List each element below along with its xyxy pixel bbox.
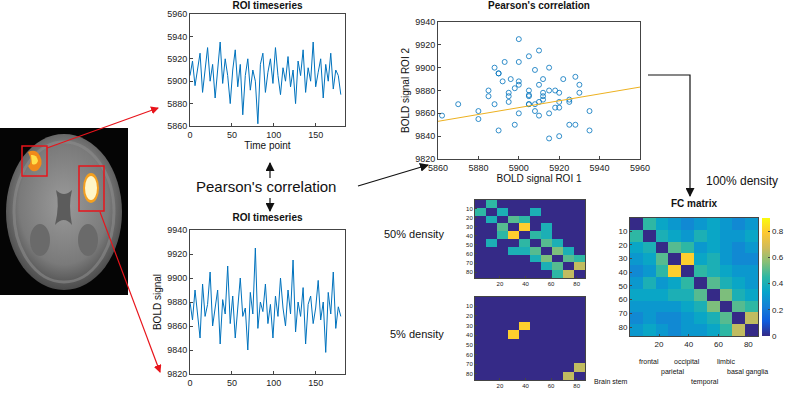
svg-text:60: 60 bbox=[466, 251, 473, 257]
svg-text:frontal: frontal bbox=[639, 358, 659, 365]
svg-text:5920: 5920 bbox=[549, 163, 569, 173]
svg-text:40: 40 bbox=[522, 383, 529, 389]
html-text:50% density: 50% density bbox=[384, 228, 444, 240]
svg-text:60: 60 bbox=[618, 295, 627, 304]
svg-text:80: 80 bbox=[466, 371, 473, 377]
svg-text:5960: 5960 bbox=[630, 163, 650, 173]
svg-text:20: 20 bbox=[618, 241, 627, 250]
svg-text:70: 70 bbox=[466, 260, 473, 266]
svg-text:60: 60 bbox=[548, 281, 555, 287]
svg-text:60: 60 bbox=[466, 352, 473, 358]
svg-text:parietal: parietal bbox=[661, 368, 684, 376]
svg-text:30: 30 bbox=[618, 254, 627, 263]
html-text:100% density: 100% density bbox=[706, 174, 778, 188]
svg-text:occipital: occipital bbox=[674, 358, 700, 366]
svg-text:100: 100 bbox=[266, 130, 281, 140]
svg-text:60: 60 bbox=[714, 340, 723, 349]
svg-text:0: 0 bbox=[187, 130, 192, 140]
svg-text:70: 70 bbox=[466, 361, 473, 367]
svg-text:9820: 9820 bbox=[167, 369, 187, 379]
html-text:5% density: 5% density bbox=[390, 328, 444, 340]
svg-text:20: 20 bbox=[497, 383, 504, 389]
svg-text:9920: 9920 bbox=[415, 40, 435, 50]
svg-text:9860: 9860 bbox=[415, 108, 435, 118]
svg-text:5860: 5860 bbox=[428, 163, 448, 173]
svg-text:9840: 9840 bbox=[415, 131, 435, 141]
svg-text:40: 40 bbox=[466, 332, 473, 338]
svg-text:9900: 9900 bbox=[167, 273, 187, 283]
svg-text:FC matrix: FC matrix bbox=[671, 198, 718, 209]
svg-text:20: 20 bbox=[655, 340, 664, 349]
svg-text:Brain stem: Brain stem bbox=[594, 378, 628, 385]
svg-text:150: 150 bbox=[308, 130, 323, 140]
svg-text:80: 80 bbox=[466, 269, 473, 275]
svg-text:10: 10 bbox=[618, 227, 627, 236]
svg-text:9940: 9940 bbox=[167, 225, 187, 235]
svg-text:150: 150 bbox=[308, 378, 323, 388]
svg-text:5880: 5880 bbox=[167, 99, 187, 109]
svg-text:0.8: 0.8 bbox=[772, 227, 784, 236]
svg-text:9820: 9820 bbox=[415, 154, 435, 164]
svg-text:0.4: 0.4 bbox=[772, 279, 784, 288]
svg-text:40: 40 bbox=[684, 340, 693, 349]
svg-text:BOLD signal ROI 2: BOLD signal ROI 2 bbox=[400, 48, 411, 133]
svg-text:30: 30 bbox=[466, 224, 473, 230]
svg-text:30: 30 bbox=[466, 323, 473, 329]
svg-text:10: 10 bbox=[466, 303, 473, 309]
svg-text:5920: 5920 bbox=[167, 54, 187, 64]
svg-text:Pearson's correlation: Pearson's correlation bbox=[488, 0, 590, 11]
svg-text:9940: 9940 bbox=[415, 17, 435, 27]
svg-text:50: 50 bbox=[466, 242, 473, 248]
svg-text:temporal: temporal bbox=[691, 378, 719, 386]
svg-text:9920: 9920 bbox=[167, 249, 187, 259]
svg-text:50: 50 bbox=[618, 282, 627, 291]
svg-text:50: 50 bbox=[466, 342, 473, 348]
svg-text:0: 0 bbox=[187, 378, 192, 388]
svg-text:60: 60 bbox=[548, 383, 555, 389]
svg-text:9840: 9840 bbox=[167, 345, 187, 355]
svg-text:0.2: 0.2 bbox=[772, 306, 784, 315]
svg-text:9880: 9880 bbox=[167, 297, 187, 307]
svg-text:0: 0 bbox=[772, 332, 777, 341]
svg-text:100: 100 bbox=[266, 378, 281, 388]
svg-text:5940: 5940 bbox=[167, 32, 187, 42]
svg-text:80: 80 bbox=[618, 323, 627, 332]
svg-text:Time point: Time point bbox=[244, 140, 291, 151]
svg-text:ROI timeseries: ROI timeseries bbox=[232, 212, 302, 223]
svg-text:0.6: 0.6 bbox=[772, 253, 784, 262]
svg-text:5960: 5960 bbox=[167, 9, 187, 19]
svg-text:9900: 9900 bbox=[415, 63, 435, 73]
svg-text:70: 70 bbox=[618, 309, 627, 318]
svg-text:20: 20 bbox=[466, 313, 473, 319]
svg-text:5900: 5900 bbox=[167, 76, 187, 86]
svg-text:50: 50 bbox=[227, 378, 237, 388]
svg-text:5940: 5940 bbox=[590, 163, 610, 173]
svg-text:5860: 5860 bbox=[167, 121, 187, 131]
svg-text:10: 10 bbox=[466, 206, 473, 212]
svg-text:50: 50 bbox=[227, 130, 237, 140]
svg-text:9880: 9880 bbox=[415, 86, 435, 96]
svg-text:80: 80 bbox=[573, 383, 580, 389]
svg-text:BOLD signal ROI 1: BOLD signal ROI 1 bbox=[496, 173, 581, 184]
svg-text:limbic: limbic bbox=[717, 358, 735, 365]
svg-text:20: 20 bbox=[466, 215, 473, 221]
svg-text:40: 40 bbox=[466, 233, 473, 239]
svg-text:BOLD signal: BOLD signal bbox=[152, 274, 163, 330]
html-text:Pearson's correlation: Pearson's correlation bbox=[196, 178, 337, 195]
svg-text:5900: 5900 bbox=[509, 163, 529, 173]
svg-text:ROI timeseries: ROI timeseries bbox=[232, 0, 302, 11]
svg-text:40: 40 bbox=[618, 268, 627, 277]
svg-text:5880: 5880 bbox=[468, 163, 488, 173]
svg-text:basal ganglia: basal ganglia bbox=[727, 368, 768, 376]
svg-text:80: 80 bbox=[744, 340, 753, 349]
svg-text:40: 40 bbox=[522, 281, 529, 287]
svg-text:80: 80 bbox=[573, 281, 580, 287]
svg-text:9860: 9860 bbox=[167, 321, 187, 331]
svg-text:20: 20 bbox=[497, 281, 504, 287]
